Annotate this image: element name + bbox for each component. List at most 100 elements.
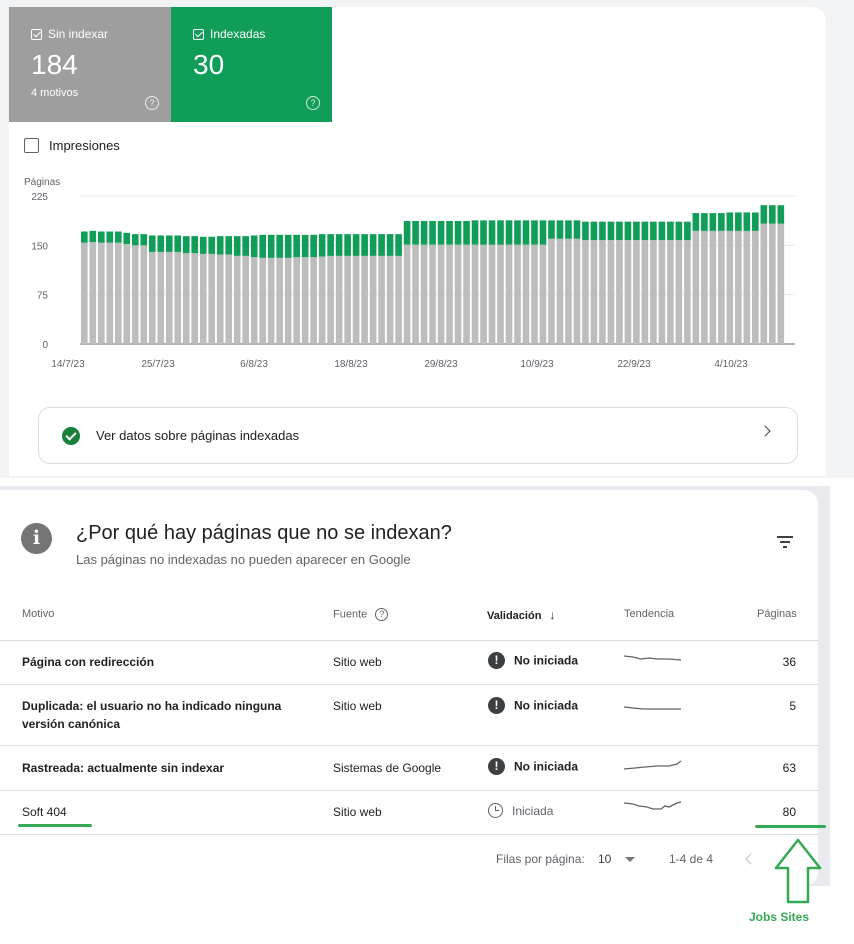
bar-not-indexed[interactable] [616,240,623,344]
bar-not-indexed[interactable] [182,253,190,344]
bar-not-indexed[interactable] [284,257,292,344]
bar-not-indexed[interactable] [114,242,122,344]
bar-indexed[interactable] [182,236,190,254]
bar-indexed[interactable] [641,221,649,241]
bar-indexed[interactable] [327,234,334,256]
bar-not-indexed[interactable] [250,257,258,344]
not-indexed-tile[interactable]: Sin indexar 184 4 motivos ? [9,7,171,122]
bar-indexed[interactable] [488,220,496,245]
bar-indexed[interactable] [369,234,377,256]
bar-indexed[interactable] [267,234,275,258]
chevron-right-icon[interactable] [759,425,771,437]
bar-indexed[interactable] [335,234,343,256]
bar-not-indexed[interactable] [769,223,776,344]
bar-indexed[interactable] [548,220,555,239]
table-row-reason[interactable]: Duplicada: el usuario no ha indicado nin… [22,699,282,731]
bar-not-indexed[interactable] [718,230,725,344]
bar-indexed[interactable] [505,220,513,245]
bar-not-indexed[interactable] [531,244,538,344]
bar-indexed[interactable] [463,220,470,245]
bar-not-indexed[interactable] [650,240,657,344]
header-validation[interactable]: Validación ↓ [487,608,555,622]
table-row-reason[interactable]: Página con redirección [22,655,155,669]
bar-indexed[interactable] [242,236,250,256]
bar-indexed[interactable] [539,220,547,245]
bar-indexed[interactable] [726,212,734,231]
bar-indexed[interactable] [123,232,131,245]
bar-not-indexed[interactable] [301,257,309,344]
bar-indexed[interactable] [556,220,564,239]
bar-indexed[interactable] [607,221,615,241]
bar-indexed[interactable] [386,234,394,256]
bar-indexed[interactable] [97,231,105,243]
bar-indexed[interactable] [199,236,207,254]
bar-indexed[interactable] [140,234,148,246]
bar-indexed[interactable] [514,220,521,245]
bar-not-indexed[interactable] [471,244,479,344]
bar-not-indexed[interactable] [590,240,598,344]
bar-indexed[interactable] [454,220,462,245]
bar-not-indexed[interactable] [386,255,394,344]
bar-not-indexed[interactable] [412,244,419,344]
sort-arrow-down-icon[interactable]: ↓ [549,608,556,622]
bar-indexed[interactable] [446,220,453,245]
bar-indexed[interactable] [378,234,385,256]
bar-not-indexed[interactable] [191,253,199,344]
bar-not-indexed[interactable] [497,244,504,344]
bar-indexed[interactable] [667,221,674,241]
impressions-toggle[interactable]: Impresiones [24,138,120,153]
bar-not-indexed[interactable] [446,244,453,344]
bar-indexed[interactable] [471,220,479,245]
bar-indexed[interactable] [361,234,368,256]
bar-not-indexed[interactable] [726,230,734,344]
bar-not-indexed[interactable] [123,244,131,344]
bar-indexed[interactable] [582,221,589,241]
bar-indexed[interactable] [276,234,283,258]
bar-indexed[interactable] [692,213,700,231]
bar-indexed[interactable] [777,205,785,224]
help-icon[interactable]: ? [306,96,320,110]
bar-not-indexed[interactable] [735,230,742,344]
bar-indexed[interactable] [259,234,266,258]
bar-not-indexed[interactable] [420,244,428,344]
bar-not-indexed[interactable] [335,255,343,344]
bar-indexed[interactable] [208,236,216,254]
bar-indexed[interactable] [216,236,224,255]
bar-indexed[interactable] [752,212,759,231]
bar-indexed[interactable] [352,234,360,256]
bar-not-indexed[interactable] [157,251,165,344]
bar-not-indexed[interactable] [701,230,708,344]
rows-per-page-select[interactable]: 10 [598,852,636,866]
bar-not-indexed[interactable] [165,251,173,344]
bar-indexed[interactable] [658,221,666,241]
bar-indexed[interactable] [191,236,199,254]
bar-indexed[interactable] [531,220,538,245]
indexed-tile[interactable]: Indexadas 30 ? [171,7,332,122]
bar-indexed[interactable] [310,234,317,258]
bar-indexed[interactable] [497,220,504,245]
bar-indexed[interactable] [769,205,776,224]
bar-indexed[interactable] [233,236,241,256]
bar-indexed[interactable] [480,220,487,245]
bar-not-indexed[interactable] [633,240,640,344]
bar-not-indexed[interactable] [81,242,88,344]
bar-indexed[interactable] [684,221,691,241]
bar-indexed[interactable] [760,205,768,224]
bar-indexed[interactable] [590,221,598,241]
bar-not-indexed[interactable] [437,244,445,344]
bar-not-indexed[interactable] [505,244,513,344]
bar-not-indexed[interactable] [242,255,250,344]
bar-not-indexed[interactable] [488,244,496,344]
bar-indexed[interactable] [318,234,326,257]
bar-not-indexed[interactable] [539,244,547,344]
bar-indexed[interactable] [114,231,122,243]
bar-not-indexed[interactable] [582,240,589,344]
bar-not-indexed[interactable] [89,242,97,344]
header-reason[interactable]: Motivo [22,608,55,620]
bar-indexed[interactable] [81,231,88,243]
bar-not-indexed[interactable] [310,257,317,344]
bar-indexed[interactable] [395,234,402,256]
bar-not-indexed[interactable] [199,253,207,344]
bar-indexed[interactable] [403,220,411,245]
bar-indexed[interactable] [174,235,182,252]
